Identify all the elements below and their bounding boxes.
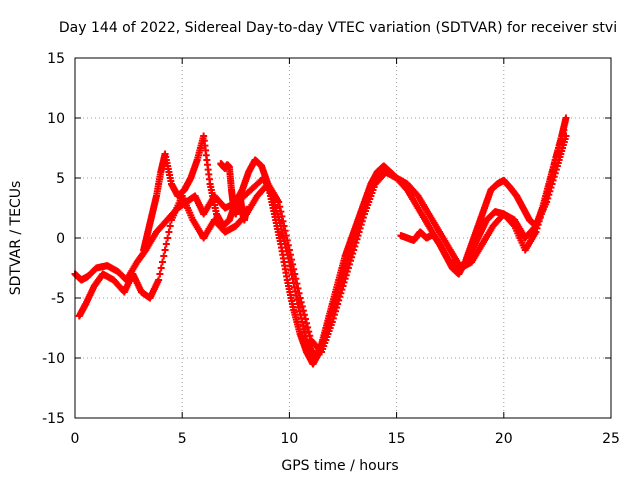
data-point-trace: [200, 137, 213, 183]
chart-title: Day 144 of 2022, Sidereal Day-to-day VTE…: [59, 20, 617, 36]
data-point: [155, 276, 163, 284]
data-point-trace: [351, 214, 367, 250]
x-tick-label: 0: [71, 431, 80, 447]
data-point-trace: [558, 116, 570, 138]
data-point-trace: [187, 158, 201, 180]
data-point-trace: [286, 251, 303, 297]
data-point-trace: [277, 244, 291, 280]
data-point-trace: [154, 217, 170, 235]
data-point-trace: [297, 298, 314, 340]
data-point-trace: [149, 194, 160, 216]
y-axis-label: SDTVAR / TECUs: [8, 181, 24, 296]
x-axis-label: GPS time / hours: [281, 458, 398, 474]
data-point-trace: [522, 230, 539, 252]
data-point: [275, 198, 283, 206]
y-tick-label: 10: [47, 111, 65, 127]
y-tick-label: 0: [56, 231, 65, 247]
data-point-trace: [156, 222, 174, 278]
x-tick-label: 20: [495, 431, 513, 447]
data-point: [285, 246, 293, 254]
data-point-trace: [415, 194, 432, 216]
data-point-trace: [329, 286, 346, 322]
y-tick-label: -5: [51, 291, 65, 307]
data-point-trace: [179, 194, 196, 222]
data-point-trace: [415, 206, 432, 228]
data-point-trace: [340, 250, 357, 286]
data-point: [562, 114, 570, 122]
x-tick-label: 25: [602, 431, 620, 447]
data-point-trace: [362, 183, 378, 215]
data-point-trace: [469, 242, 485, 264]
data-point-trace: [226, 165, 235, 192]
grid-lines: [75, 58, 611, 418]
data-point: [393, 174, 401, 182]
y-tick-label: -10: [42, 351, 65, 367]
y-tick-label: 15: [47, 51, 65, 67]
x-tick-label: 10: [280, 431, 298, 447]
data-points: [71, 114, 570, 368]
y-tick-label: -15: [42, 411, 65, 427]
data-point-trace: [437, 230, 453, 252]
data-point-trace: [479, 224, 496, 246]
data-point-trace: [144, 212, 156, 234]
data-point: [339, 282, 347, 290]
data-point-trace: [276, 203, 292, 249]
data-point: [350, 246, 358, 254]
x-tick-label: 15: [388, 431, 406, 447]
data-point-trace: [295, 304, 310, 340]
y-tick-label: 5: [56, 171, 65, 187]
data-point: [328, 318, 336, 326]
data-series-3: [140, 132, 401, 368]
data-point: [296, 294, 304, 302]
y-axis-ticks: -15 -10 -5 0 5 10 15: [42, 51, 611, 427]
data-point: [243, 205, 251, 213]
data-point-trace: [426, 212, 442, 234]
data-point-trace: [153, 170, 164, 198]
data-series-5: [217, 160, 251, 224]
data-series-4: [397, 114, 570, 278]
x-tick-label: 5: [178, 431, 187, 447]
plot-frame: [74, 57, 612, 419]
data-point-trace: [404, 181, 421, 199]
data-point-trace: [404, 188, 421, 210]
